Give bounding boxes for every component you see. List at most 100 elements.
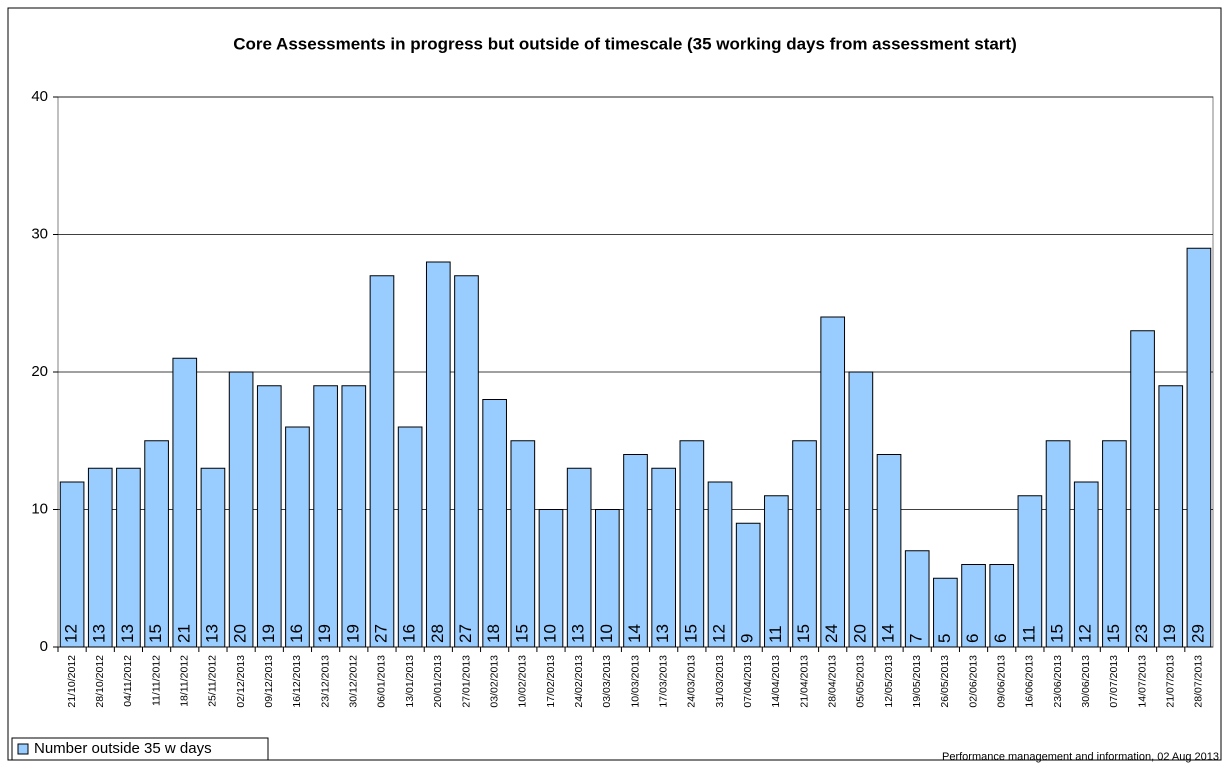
y-tick-label: 20: [31, 363, 48, 380]
data-label: 29: [1188, 624, 1207, 643]
legend-box: [11, 737, 269, 761]
data-label: 27: [456, 624, 475, 643]
bar: [764, 495, 789, 648]
bar: [172, 357, 198, 648]
legend-label: Number outside 35 w days: [34, 740, 212, 757]
bar: [961, 564, 986, 648]
y-tick-label: 0: [40, 638, 48, 655]
bar: [538, 509, 564, 648]
bar: [651, 467, 677, 648]
x-tick-label: 20/01/2013: [432, 655, 444, 708]
data-label: 28: [428, 624, 447, 643]
x-tick-label: 31/03/2013: [714, 655, 726, 708]
x-tick-label: 06/01/2013: [376, 655, 388, 708]
x-tick-label: 10/03/2013: [629, 655, 641, 708]
x-tick-label: 10/02/2013: [517, 655, 529, 708]
x-tick-label: 07/07/2013: [1108, 655, 1120, 708]
bar: [623, 454, 648, 648]
x-tick-label: 21/10/2012: [66, 655, 78, 708]
x-tick-label: 09/12/2013: [263, 655, 275, 708]
x-tick-label: 16/06/2013: [1024, 655, 1036, 708]
bar: [735, 522, 761, 648]
x-tick-label: 18/11/2012: [179, 655, 191, 707]
bar: [1130, 330, 1155, 648]
x-tick-label: 03/03/2013: [601, 655, 613, 708]
bar: [679, 440, 705, 648]
bar: [341, 385, 367, 648]
bar: [510, 440, 536, 648]
bar: [397, 426, 423, 648]
bar: [116, 467, 141, 648]
data-label: 15: [681, 624, 700, 643]
legend-swatch: [17, 743, 29, 755]
bar: [989, 564, 1015, 648]
bar: [1017, 495, 1043, 648]
data-label: 19: [1160, 624, 1179, 643]
data-label: 12: [709, 624, 728, 643]
data-label: 14: [625, 624, 644, 643]
data-label: 10: [597, 624, 616, 643]
x-tick-label: 26/05/2013: [939, 655, 951, 708]
data-label: 15: [146, 624, 165, 643]
x-tick-label: 13/01/2013: [404, 655, 416, 708]
data-label: 7: [907, 634, 926, 643]
data-label: 20: [850, 624, 869, 643]
data-label: 13: [90, 624, 109, 643]
bar: [933, 577, 958, 648]
data-label: 9: [738, 634, 757, 643]
data-label: 16: [400, 624, 419, 643]
data-label: 14: [879, 624, 898, 643]
bar: [1073, 481, 1099, 648]
x-tick-label: 24/03/2013: [686, 655, 698, 708]
data-label: 11: [1019, 625, 1038, 643]
x-tick-label: 21/07/2013: [1165, 655, 1177, 708]
bar: [1102, 440, 1127, 648]
data-label: 18: [484, 624, 503, 643]
data-label: 20: [231, 624, 250, 643]
x-tick-label: 23/06/2013: [1052, 655, 1064, 708]
data-label: 15: [1048, 624, 1067, 643]
data-label: 5: [935, 634, 954, 643]
x-tick-label: 25/11/2012: [207, 655, 219, 707]
bar: [454, 275, 479, 648]
data-label: 16: [287, 624, 306, 643]
bar: [200, 467, 226, 648]
bar: [369, 275, 395, 648]
data-label: 21: [174, 624, 193, 643]
bar: [87, 467, 113, 648]
bar: [594, 509, 620, 648]
bar: [256, 385, 282, 648]
footnote: Performance management and information, …: [942, 751, 1219, 763]
bar: [228, 371, 254, 648]
bar: [425, 261, 451, 648]
x-tick-label: 03/02/2013: [488, 655, 500, 708]
x-tick-label: 04/11/2012: [122, 655, 134, 707]
x-tick-label: 19/05/2013: [911, 655, 923, 708]
bar: [876, 454, 902, 648]
y-tick-label: 10: [31, 500, 48, 517]
data-label: 10: [540, 624, 559, 643]
bar: [1186, 247, 1212, 648]
data-label: 13: [569, 624, 588, 643]
data-label: 27: [371, 624, 390, 643]
data-label: 15: [1104, 624, 1123, 643]
x-tick-label: 24/02/2013: [573, 655, 585, 708]
x-tick-label: 28/04/2013: [826, 655, 838, 708]
bar: [285, 426, 310, 648]
x-tick-label: 28/10/2012: [94, 655, 106, 708]
x-tick-label: 05/05/2013: [855, 655, 867, 708]
data-label: 19: [343, 624, 362, 643]
x-tick-label: 21/04/2013: [798, 655, 810, 708]
bar: [820, 316, 846, 648]
x-tick-label: 17/02/2013: [545, 655, 557, 708]
x-tick-label: 02/12/2013: [235, 655, 247, 708]
x-tick-label: 11/11/2012: [150, 655, 162, 706]
bar: [1158, 385, 1184, 648]
y-tick-label: 30: [31, 225, 48, 242]
bar: [1045, 440, 1071, 648]
data-label: 11: [766, 625, 785, 643]
x-tick-label: 09/06/2013: [996, 655, 1008, 708]
data-label: 15: [512, 624, 531, 643]
bar: [313, 385, 338, 648]
bar: [144, 440, 169, 648]
